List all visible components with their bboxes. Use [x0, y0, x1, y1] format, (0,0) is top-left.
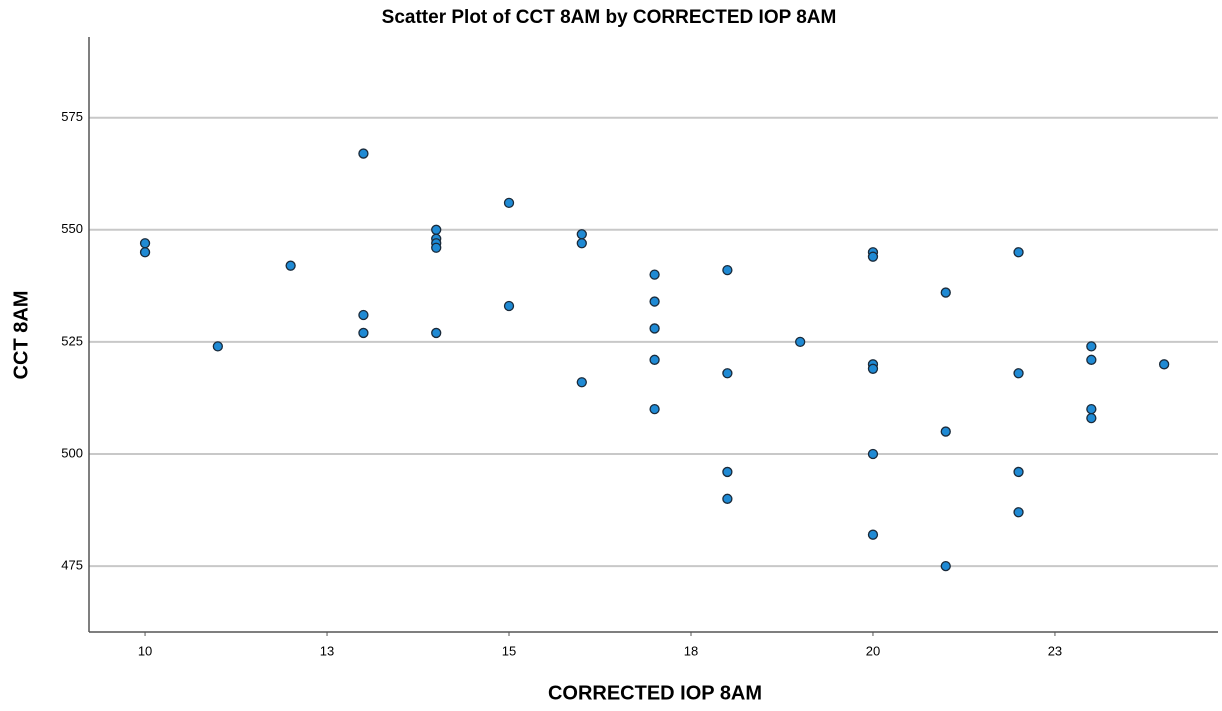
point: [576, 229, 587, 240]
point: [503, 300, 515, 312]
point: [1013, 247, 1024, 258]
chart-title: Scatter Plot of CCT 8AM by CORRECTED IOP…: [382, 7, 837, 28]
point: [1086, 341, 1097, 352]
point: [1013, 507, 1024, 518]
point: [431, 327, 442, 339]
point: [940, 287, 951, 298]
point: [576, 238, 587, 249]
point: [867, 363, 879, 374]
point: [867, 448, 879, 460]
point: [431, 224, 442, 235]
point: [1086, 354, 1097, 365]
point: [940, 560, 951, 572]
x-tick-label: 15: [502, 643, 516, 658]
y-tick-label: 475: [61, 558, 83, 573]
point: [867, 251, 879, 262]
y-tick-label: 550: [61, 221, 83, 236]
x-tick-label: 20: [866, 643, 880, 658]
point: [649, 354, 660, 365]
point: [1013, 368, 1024, 379]
x-tick-label: 23: [1048, 643, 1062, 658]
point: [1086, 404, 1097, 415]
point: [139, 238, 151, 249]
point: [503, 197, 515, 209]
point: [722, 265, 733, 276]
y-tick-label: 525: [61, 333, 83, 348]
point: [1158, 359, 1170, 370]
y-tick-label: 500: [61, 445, 83, 460]
y-tick-label: 575: [61, 109, 83, 124]
point: [358, 148, 369, 159]
point: [722, 368, 733, 379]
point: [1013, 466, 1024, 478]
point: [867, 529, 879, 540]
point: [722, 493, 733, 504]
point: [358, 327, 369, 339]
point: [431, 242, 442, 253]
point: [940, 426, 951, 437]
y-axis-title: CCT 8AM: [10, 291, 32, 380]
point: [649, 323, 660, 334]
point: [649, 269, 660, 280]
x-axis-title: CORRECTED IOP 8AM: [548, 682, 762, 704]
point: [722, 466, 733, 478]
point: [576, 377, 587, 388]
point: [649, 404, 660, 415]
point: [795, 336, 806, 348]
point: [358, 309, 369, 321]
x-tick-label: 18: [684, 643, 698, 658]
point: [1086, 412, 1097, 424]
point: [139, 247, 151, 258]
point: [285, 260, 296, 271]
x-tick-label: 13: [320, 643, 334, 658]
point: [649, 296, 660, 307]
point: [212, 341, 223, 352]
x-tick-label: 10: [138, 643, 152, 658]
